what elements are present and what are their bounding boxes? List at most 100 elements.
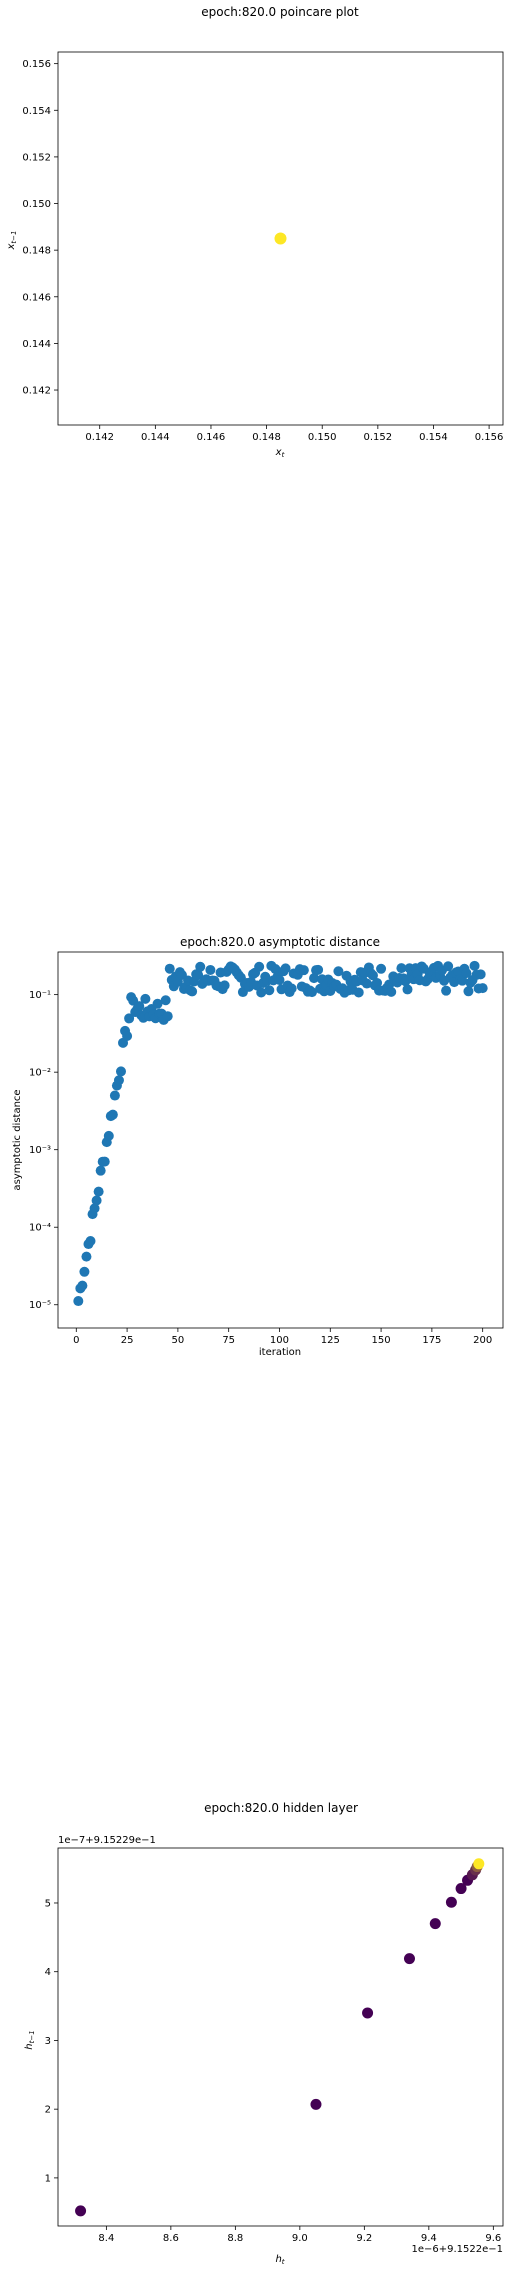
poincare-xlabel: xt <box>275 447 285 459</box>
asymptotic-point <box>187 986 198 997</box>
hidden-xtick-label: 9.4 <box>421 2233 437 2244</box>
asymptotic-point <box>270 964 281 975</box>
asymptotic-point <box>73 1296 84 1307</box>
asymptotic-xtick-label: 175 <box>422 1335 441 1346</box>
asymptotic-distance-plot: epoch:820.0 asymptotic distance 0 25 50 75 1… <box>12 935 504 1358</box>
asymptotic-point <box>306 987 317 998</box>
hidden-xlabel: ht <box>275 2254 284 2266</box>
poincare-ylabel: xt−1 <box>6 231 18 251</box>
asymptotic-point <box>164 963 175 974</box>
poincare-x-ticks: 0.142 0.144 0.146 0.148 0.150 0.152 0.154 0.156 <box>85 425 503 443</box>
asymptotic-point <box>89 1203 100 1214</box>
hidden-xtick-label: 8.4 <box>98 2233 114 2244</box>
hidden-point <box>403 1953 415 1965</box>
poincare-ytick-label: 0.144 <box>22 339 51 350</box>
asymptotic-point <box>152 998 163 1009</box>
hidden-xtick-label: 8.8 <box>227 2233 243 2244</box>
poincare-xtick-label: 0.142 <box>85 432 114 443</box>
asymptotic-point <box>91 1195 102 1206</box>
asymptotic-ytick-label: 10⁻⁵ <box>29 1300 51 1311</box>
poincare-ytick-label: 0.154 <box>22 106 51 117</box>
asymptotic-y-ticks: 10⁻⁵ 10⁻⁴ 10⁻³ 10⁻² 10⁻¹ <box>29 990 58 1311</box>
poincare-plot-frame <box>57 51 504 426</box>
asymptotic-point <box>469 960 480 971</box>
hidden-x-ticks: 8.4 8.6 8.8 9.0 9.2 9.4 9.6 <box>98 2226 501 2244</box>
asymptotic-point <box>115 1066 126 1077</box>
asymptotic-points <box>73 960 488 1307</box>
asymptotic-point <box>93 1186 104 1197</box>
asymptotic-point <box>79 1266 90 1277</box>
asymptotic-point <box>77 1280 88 1291</box>
hidden-point <box>429 1918 441 1930</box>
hidden-ytick-label: 5 <box>45 1898 51 1909</box>
hidden-ytick-label: 4 <box>45 1967 51 1978</box>
hidden-point <box>362 2007 374 2019</box>
poincare-xtick-label: 0.150 <box>308 432 337 443</box>
poincare-ytick-label: 0.146 <box>22 292 51 303</box>
hidden-title: epoch:820.0 hidden layer <box>204 1801 358 1815</box>
asymptotic-point <box>85 1235 96 1246</box>
asymptotic-point <box>254 961 265 972</box>
hidden-ylabel: ht−1 <box>24 2030 36 2049</box>
asymptotic-ytick-label: 10⁻² <box>29 1068 51 1079</box>
poincare-y-ticks: 0.142 0.144 0.146 0.148 0.150 0.152 0.154 0.156 <box>22 59 58 397</box>
asymptotic-point <box>286 983 297 994</box>
hidden-y-ticks: 1 2 3 4 5 <box>45 1898 58 2184</box>
asymptotic-xtick-label: 25 <box>121 1335 134 1346</box>
asymptotic-point <box>463 986 474 997</box>
asymptotic-point <box>400 976 411 987</box>
asymptotic-point <box>140 993 151 1004</box>
asymptotic-point <box>396 963 407 974</box>
asymptotic-ylabel: asymptotic distance <box>12 1089 23 1190</box>
asymptotic-xlabel: iteration <box>259 1347 301 1358</box>
asymptotic-point <box>95 1165 106 1176</box>
asymptotic-point <box>122 1031 133 1042</box>
poincare-plot: epoch:820.0 poincare plot 0.142 0.144 0.14… <box>6 5 503 459</box>
asymptotic-point <box>386 986 397 997</box>
hidden-xtick-label: 9.2 <box>356 2233 372 2244</box>
hidden-plot-frame <box>57 1847 504 2227</box>
poincare-xtick-label: 0.156 <box>475 432 504 443</box>
hidden-y-offset-text: 1e−7+9.15229e−1 <box>58 1835 156 1846</box>
asymptotic-point <box>113 1075 124 1086</box>
hidden-point <box>75 2205 87 2217</box>
asymptotic-point <box>402 984 413 995</box>
asymptotic-ytick-label: 10⁻¹ <box>29 990 51 1001</box>
asymptotic-plot-frame <box>57 951 504 1329</box>
hidden-ytick-label: 1 <box>45 2173 51 2184</box>
asymptotic-point <box>256 987 267 998</box>
asymptotic-point <box>461 968 472 979</box>
poincare-xtick-label: 0.144 <box>141 432 170 443</box>
hidden-points <box>75 1858 485 2217</box>
hidden-ytick-label: 2 <box>45 2105 51 2116</box>
asymptotic-point <box>361 978 372 989</box>
asymptotic-point <box>219 980 230 991</box>
asymptotic-point <box>372 977 383 988</box>
poincare-point <box>274 232 287 245</box>
asymptotic-point <box>162 1011 173 1022</box>
hidden-point <box>455 1883 467 1895</box>
asymptotic-x-ticks: 0 25 50 75 100 125 150 175 200 <box>73 1328 492 1346</box>
poincare-ytick-label: 0.156 <box>22 59 51 70</box>
hidden-ytick-label: 3 <box>45 2036 51 2047</box>
asymptotic-point <box>195 961 206 972</box>
asymptotic-point <box>103 1130 114 1141</box>
asymptotic-point <box>477 983 488 994</box>
hidden-point <box>310 2098 322 2110</box>
asymptotic-point <box>124 1013 135 1024</box>
asymptotic-xtick-label: 200 <box>473 1335 492 1346</box>
poincare-xtick-label: 0.148 <box>252 432 281 443</box>
asymptotic-point <box>353 987 364 998</box>
asymptotic-point <box>475 969 486 980</box>
asymptotic-point <box>81 1251 92 1262</box>
asymptotic-point <box>109 1090 120 1101</box>
asymptotic-point <box>333 966 344 977</box>
asymptotic-point <box>313 964 324 975</box>
hidden-point <box>445 1896 457 1908</box>
asymptotic-point <box>457 975 468 986</box>
poincare-points <box>274 232 287 245</box>
poincare-xtick-label: 0.152 <box>364 432 393 443</box>
asymptotic-point <box>441 985 452 996</box>
asymptotic-xtick-label: 0 <box>73 1335 79 1346</box>
